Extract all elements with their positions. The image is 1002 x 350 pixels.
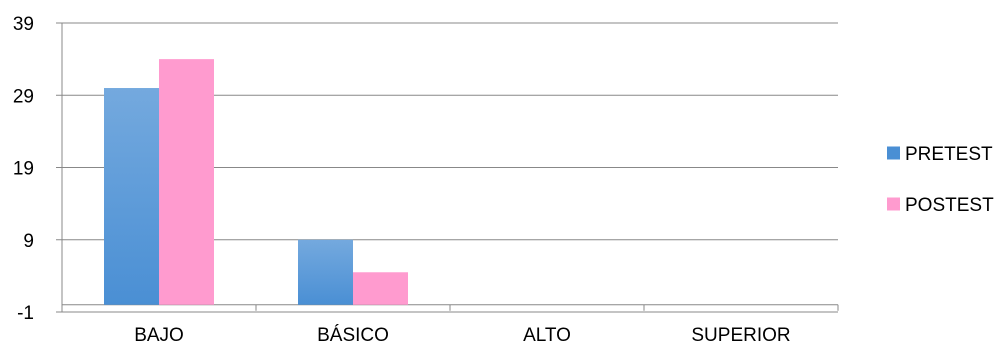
y-tick-label-2: 19 xyxy=(13,159,34,180)
y-tick-label-1: 9 xyxy=(23,231,34,252)
bar-postest-1 xyxy=(353,272,408,305)
legend-swatch-postest xyxy=(887,197,900,211)
legend-label-postest: POSTEST xyxy=(905,195,994,216)
legend-label-pretest: PRETEST xyxy=(905,144,993,165)
bar-postest-0 xyxy=(159,59,214,305)
bar-pretest-0 xyxy=(104,88,159,305)
bars xyxy=(104,59,408,305)
x-tick-label-3: SUPERIOR xyxy=(691,325,790,346)
legend-swatch-pretest xyxy=(887,146,900,160)
bar-pretest-1 xyxy=(298,239,353,305)
y-tick-label-0: -1 xyxy=(17,303,34,324)
y-tick-labels: -1 9 19 29 39 xyxy=(13,14,34,324)
x-tick-label-2: ALTO xyxy=(523,325,571,346)
y-tick-label-3: 29 xyxy=(13,86,34,107)
x-tick-labels: BAJO BÁSICO ALTO SUPERIOR xyxy=(134,325,790,346)
legend: PRETEST POSTEST xyxy=(887,144,994,216)
x-tick-label-1: BÁSICO xyxy=(317,325,389,346)
y-tick-label-4: 39 xyxy=(13,14,34,35)
x-tick-label-0: BAJO xyxy=(134,325,184,346)
